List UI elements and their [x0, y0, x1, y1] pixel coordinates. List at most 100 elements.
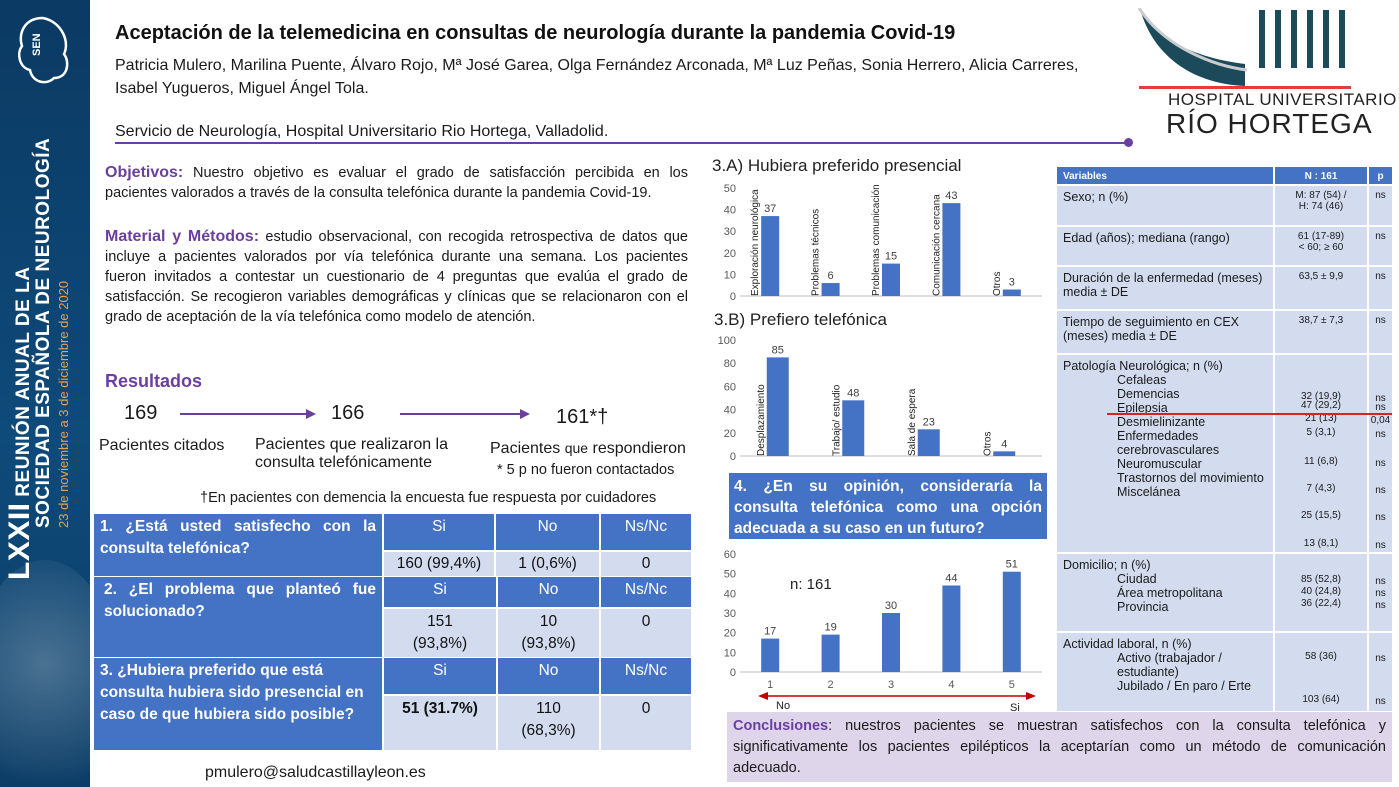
table-cell-value: 58 (36) 103 (64) [1273, 633, 1367, 711]
table-cell-variable: Sexo; n (%) [1063, 190, 1129, 204]
chart-y-tick: 30 [724, 226, 736, 238]
conference-banner: SEN LXXII REUNIÓN ANUAL DE LA SOCIEDAD E… [0, 0, 90, 787]
chart-bar [882, 613, 900, 672]
table-subvalue: 47 (29,2) [1300, 400, 1342, 411]
table-cell-p: ns ns ns [1367, 554, 1392, 631]
chart-data-label: 17 [764, 626, 776, 638]
chart-y-tick: 20 [724, 428, 736, 440]
flow-num-citados: 169 [124, 402, 158, 424]
flow-arrowhead-1 [306, 409, 316, 419]
chart-data-label: 51 [1006, 559, 1018, 571]
chart-data-label: 19 [824, 622, 836, 634]
chart-bar [821, 634, 840, 672]
table-subp: ns [1375, 512, 1386, 523]
contact-email[interactable]: pmulero@saludcastillayleon.es [205, 764, 426, 781]
chart-category-label: 2 [828, 679, 834, 691]
q3-value-no: 110 (68,3%) [498, 696, 599, 750]
table-cell-value: 38,7 ± 7,3 [1273, 311, 1367, 353]
chart-category-label: Problemas comunicación [871, 184, 882, 296]
hospital-name-line1: HOSPITAL UNIVERSITARIO [1168, 90, 1397, 109]
conclusiones-box: Conclusiones: nuestros pacientes se mues… [727, 712, 1392, 782]
chart-y-tick: 100 [718, 335, 736, 347]
chart-data-label: 3 [1009, 277, 1015, 289]
sen-logo-text: SEN [31, 33, 43, 56]
table-row: Sexo; n (%) M: 87 (54) / H: 74 (46) ns [1057, 186, 1392, 227]
resultados-heading: Resultados [105, 371, 203, 391]
table-subvalue: 36 (22,4) [1300, 598, 1342, 609]
table-subp: 0,04 [1370, 415, 1391, 426]
q2-value-si: 151 (93,8%) [384, 609, 496, 657]
chart-category-label: Trabajo/ estudio [831, 384, 842, 456]
banner-title: LXXII REUNIÓN ANUAL DE LA SOCIEDAD ESPAÑ… [3, 0, 54, 580]
chart-bar [993, 451, 1016, 456]
banner-edition: LXXII [3, 502, 36, 580]
table-subvalue: 5 (3,1) [1306, 427, 1336, 438]
table-subvalue: 13 (8,1) [1303, 538, 1339, 549]
flow-note: * 5 p no fueron contactados [497, 462, 675, 478]
table-subvalue: 85 (52,8) [1300, 574, 1342, 585]
chart-bar [1002, 289, 1021, 296]
table-subp: ns [1375, 393, 1386, 404]
chart-y-tick: 50 [724, 569, 736, 581]
flow-label-realizaron: Pacientes que realizaron la consulta tel… [255, 436, 449, 471]
brain-illustration [0, 560, 90, 787]
table-cell-p: ns [1367, 267, 1392, 309]
chart-y-tick: 0 [730, 451, 736, 463]
question-2: 2. ¿El problema que planteó fue solucion… [94, 577, 382, 657]
q1-header-si: Si [384, 514, 494, 550]
chart-3a-title: 3.A) Hubiera preferido presencial [712, 156, 962, 175]
banner-text: LXXII REUNIÓN ANUAL DE LA SOCIEDAD ESPAÑ… [3, 0, 71, 580]
metodos-section: Material y Métodos: estudio observaciona… [105, 227, 688, 327]
table-cell-p: ns ns [1367, 633, 1392, 711]
table-cell-p: ns ns 0,04 ns ns ns ns ns [1367, 355, 1392, 552]
q2-header-si: Si [384, 577, 496, 607]
chart-data-label: 44 [945, 572, 957, 584]
table-cell-variable: Edad (años); mediana (rango) [1063, 231, 1230, 245]
question-3: 3. ¿Hubiera preferido que está consulta … [94, 658, 382, 750]
chart-bar [842, 400, 865, 456]
chart-category-label: Otros [992, 272, 1003, 296]
flow-label-respondieron: Pacientes que respondieron [490, 440, 686, 457]
table-row: Tiempo de seguimiento en CEX (meses) med… [1057, 311, 1392, 355]
question-1: 1. ¿Está usted satisfecho con la consult… [94, 514, 382, 576]
q1-header-no: No [496, 514, 599, 550]
table-subp: ns [1375, 402, 1386, 413]
chart-y-tick: 50 [724, 183, 736, 195]
metodos-text: estudio observacional, con recogida retr… [105, 229, 688, 325]
table-row: Patología Neurológica; n (%) Cefaleas Deme… [1057, 355, 1392, 554]
chart-data-label: 30 [885, 600, 897, 612]
q3-header-si: Si [384, 658, 496, 694]
chart-category-label: Desplazamiento [756, 384, 767, 456]
chart-bar [761, 216, 780, 296]
poster-title: Aceptación de la telemedicina en consult… [115, 22, 956, 44]
scale-arrow-left-icon [758, 692, 768, 700]
table-cell-value: 61 (17-89) < 60; ≥ 60 [1273, 227, 1367, 265]
chart-y-tick: 0 [730, 291, 736, 303]
chart-y-tick: 30 [724, 608, 736, 620]
chart-data-label: 85 [772, 344, 784, 356]
table-header-n: N : 161 [1273, 167, 1367, 184]
q2-value-nsnc: 0 [601, 609, 691, 657]
affiliation: Servicio de Neurología, Hospital Univers… [115, 123, 609, 140]
q1-value-si: 160 (99,4%) [384, 552, 494, 576]
chart-bar [917, 429, 940, 456]
chart-data-label: 4 [1001, 438, 1007, 450]
q3-header-nsnc: Ns/Nc [601, 658, 691, 694]
table-subp: ns [1375, 485, 1386, 496]
q3-value-si: 51 (31.7%) [384, 696, 496, 750]
hospital-name-line2: RÍO HORTEGA [1166, 108, 1373, 139]
conclusiones-label: Conclusiones [733, 718, 829, 734]
hospital-logo-icon [1137, 8, 1351, 89]
chart-y-tick: 60 [724, 381, 736, 393]
chart-y-tick: 40 [724, 588, 736, 600]
chart-bar [942, 585, 961, 672]
q3-header-no: No [498, 658, 599, 694]
table-subvalue: 32 (19,9) [1300, 391, 1342, 402]
flow-arrow-1 [180, 413, 308, 415]
chart-y-tick: 40 [724, 405, 736, 417]
table-cell-variable: Duración de la enfermedad (meses) media … [1063, 271, 1263, 299]
table-row: Duración de la enfermedad (meses) media … [1057, 267, 1392, 311]
banner-line1: REUNIÓN ANUAL DE LA [13, 266, 34, 497]
table-cell-value: 85 (52,8) 40 (24,8) 36 (22,4) [1273, 554, 1367, 631]
chart-y-tick: 80 [724, 358, 736, 370]
